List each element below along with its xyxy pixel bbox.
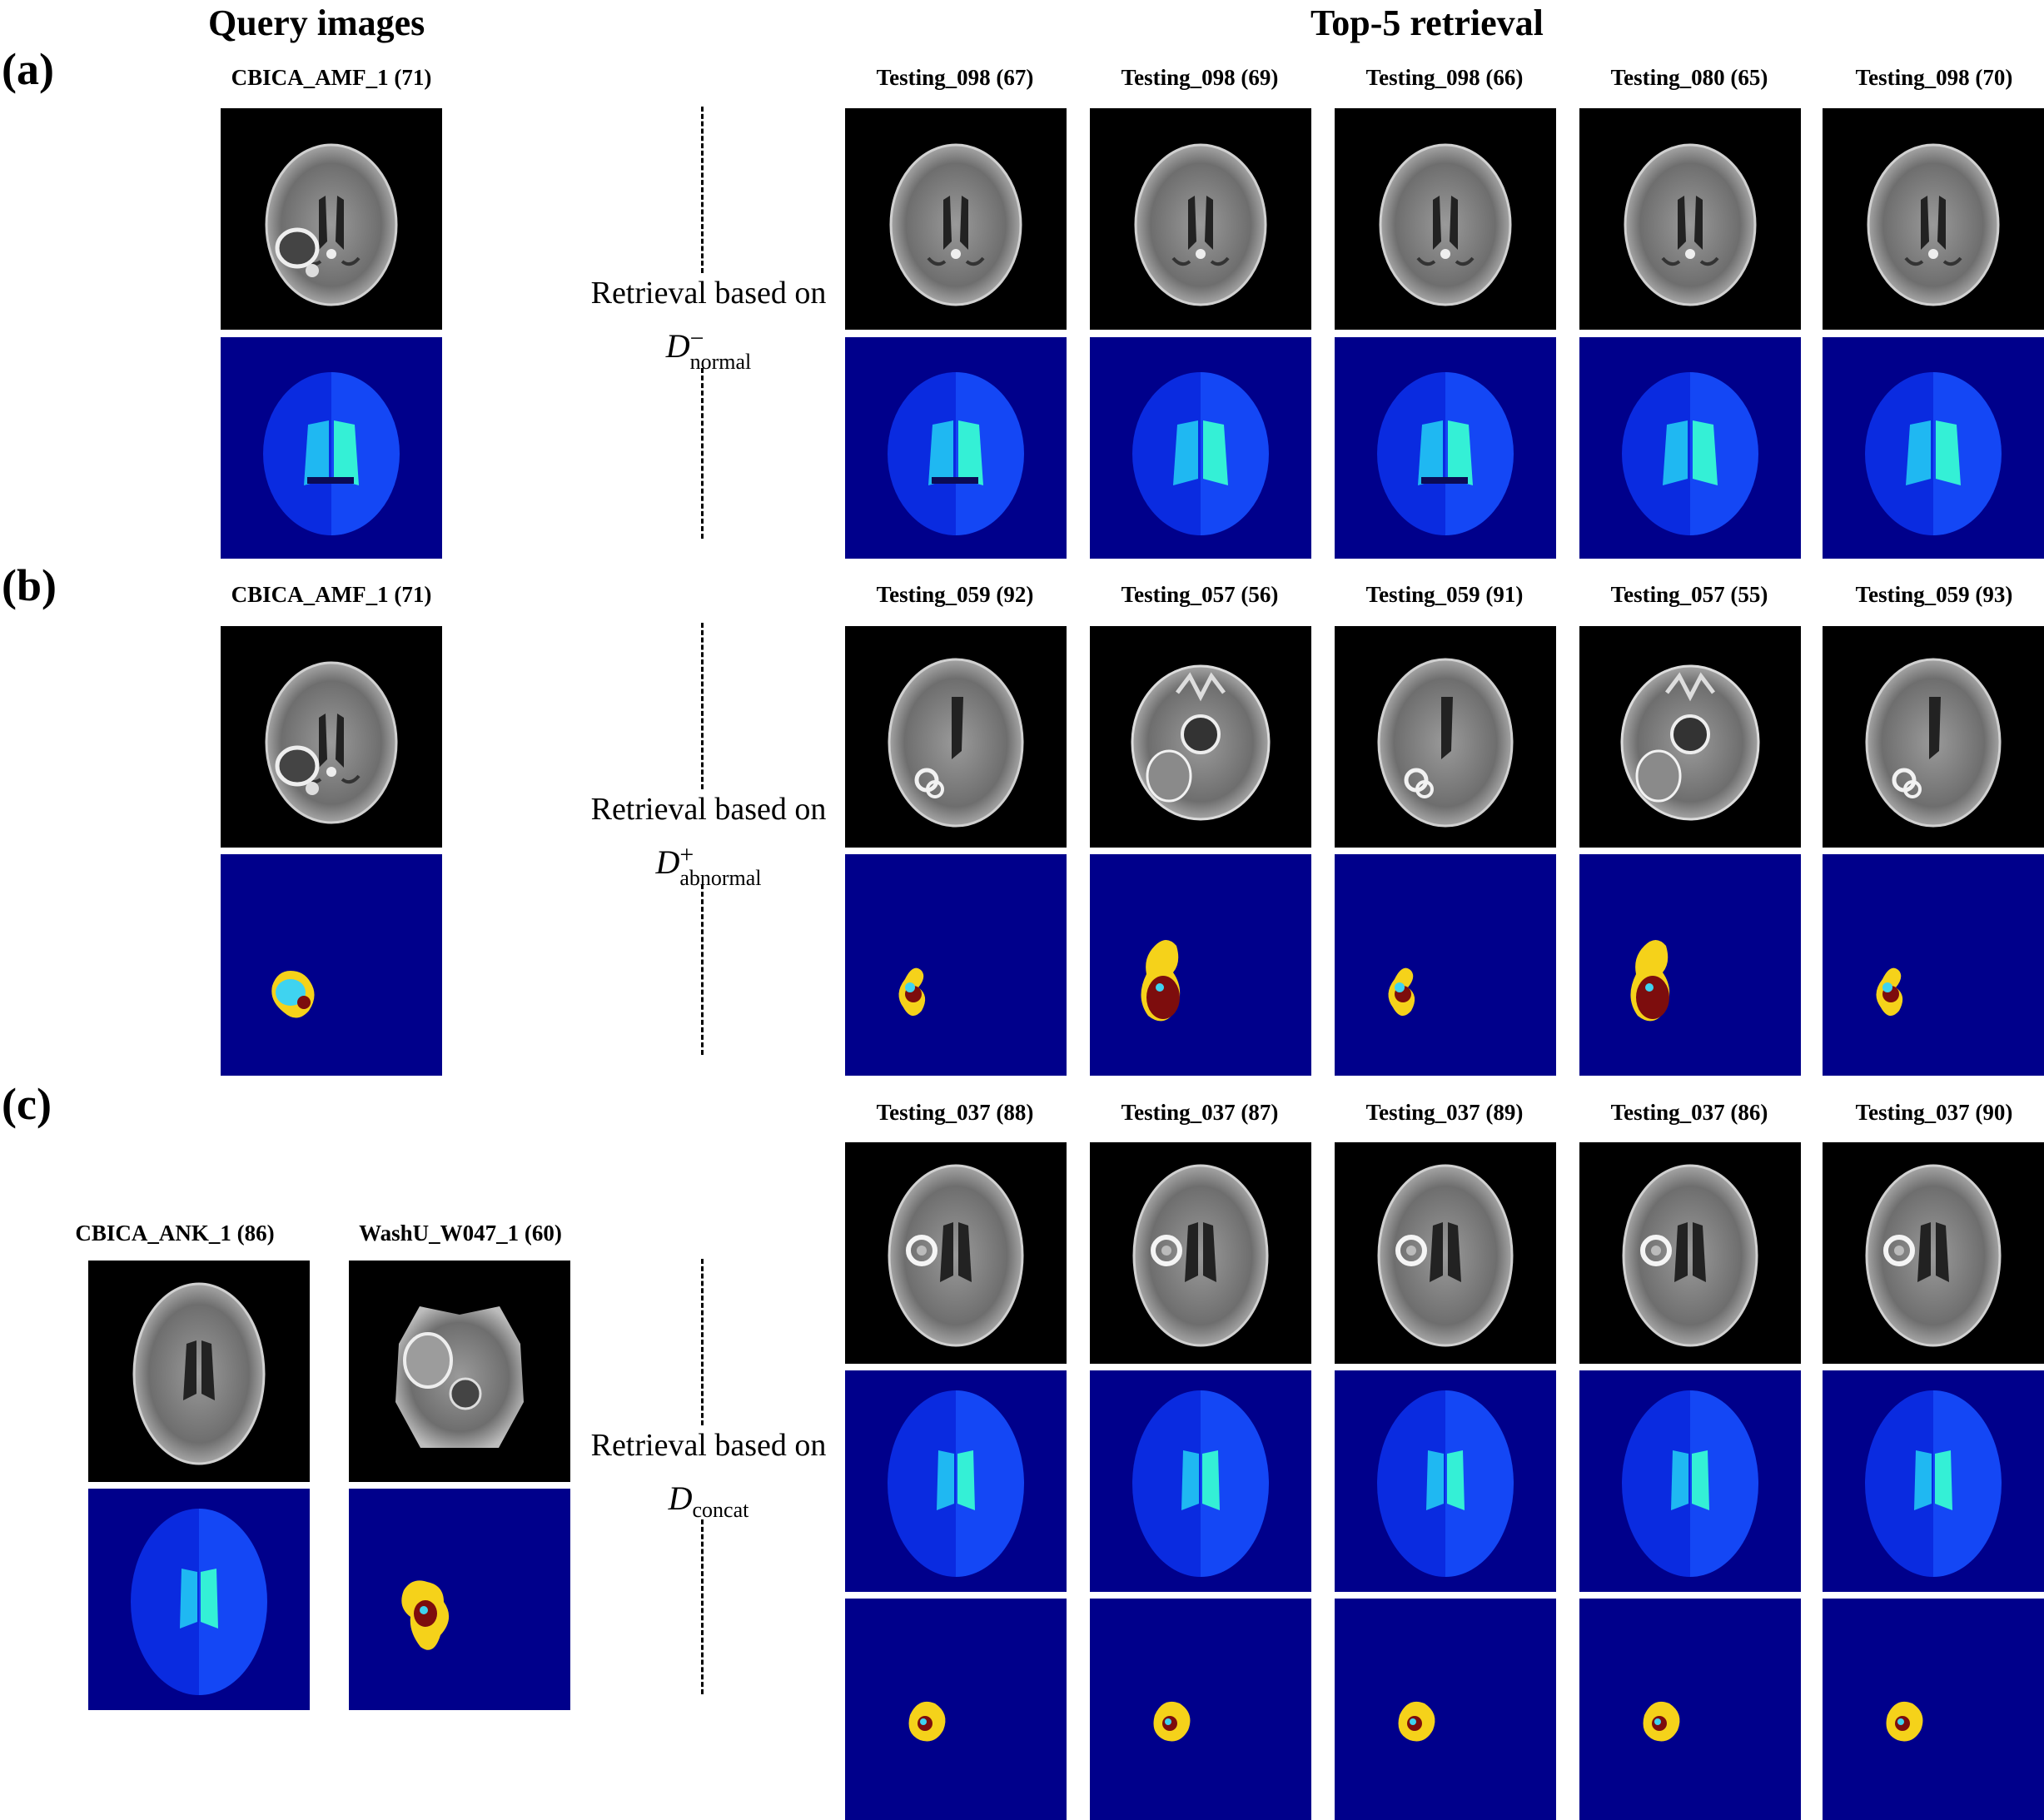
separator-b-top (701, 623, 704, 789)
result-seg-a-1 (845, 337, 1067, 559)
result-caption-a-5: Testing_098 (70) (1855, 65, 2013, 90)
retrieval-label-c: Retrieval based on (590, 1428, 827, 1463)
separator-c-bottom (701, 1519, 704, 1694)
result-seg-b-5 (1823, 854, 2044, 1076)
query-images-heading: Query images (208, 2, 425, 43)
result-mri-b-2 (1090, 626, 1311, 848)
result-caption-b-1: Testing_059 (92) (876, 582, 1034, 607)
separator-a-bottom (701, 368, 704, 539)
result-mri-b-3 (1335, 626, 1556, 848)
result-seg-a-2 (1090, 337, 1311, 559)
descriptor-abnormal: D + abnormal (655, 841, 762, 890)
query-seg-a (221, 337, 442, 559)
separator-c-top (701, 1259, 704, 1425)
query-seg-c1 (88, 1489, 310, 1710)
query-caption-b: CBICA_AMF_1 (71) (231, 582, 432, 607)
result-caption-b-4: Testing_057 (55) (1610, 582, 1768, 607)
result-tumor-c-3 (1335, 1599, 1556, 1820)
result-tumor-c-4 (1579, 1599, 1801, 1820)
result-seg-b-2 (1090, 854, 1311, 1076)
result-caption-c-1: Testing_037 (88) (876, 1100, 1034, 1125)
result-mri-b-5 (1823, 626, 2044, 848)
separator-b-bottom (701, 884, 704, 1055)
result-mri-c-3 (1335, 1142, 1556, 1364)
result-mri-b-4 (1579, 626, 1801, 848)
result-mri-a-4 (1579, 108, 1801, 330)
query-seg-c2 (349, 1489, 570, 1710)
result-mri-a-1 (845, 108, 1067, 330)
result-caption-a-4: Testing_080 (65) (1610, 65, 1768, 90)
query-mri-c1 (88, 1261, 310, 1482)
query-mri-a (221, 108, 442, 330)
query-mri-c2 (349, 1261, 570, 1482)
result-caption-b-3: Testing_059 (91) (1365, 582, 1524, 607)
result-tumor-c-1 (845, 1599, 1067, 1820)
top5-retrieval-heading: Top-5 retrieval (1310, 2, 1544, 43)
panel-label-b: (b) (2, 560, 57, 610)
result-tumor-c-2 (1090, 1599, 1311, 1820)
result-mri-a-5 (1823, 108, 2044, 330)
result-seg-b-4 (1579, 854, 1801, 1076)
query-caption-c2: WashU_W047_1 (60) (359, 1221, 562, 1246)
result-mri-c-2 (1090, 1142, 1311, 1364)
panel-label-a: (a) (2, 44, 54, 94)
result-seg-c-5 (1823, 1370, 2044, 1592)
result-caption-c-2: Testing_037 (87) (1121, 1100, 1279, 1125)
result-tumor-c-5 (1823, 1599, 2044, 1820)
result-seg-a-3 (1335, 337, 1556, 559)
descriptor-normal: D − normal (665, 325, 752, 374)
result-seg-c-2 (1090, 1370, 1311, 1592)
result-caption-b-5: Testing_059 (93) (1855, 582, 2013, 607)
query-caption-c1: CBICA_ANK_1 (86) (75, 1221, 275, 1246)
result-seg-b-1 (845, 854, 1067, 1076)
result-mri-c-4 (1579, 1142, 1801, 1364)
result-caption-a-3: Testing_098 (66) (1365, 65, 1524, 90)
result-mri-a-3 (1335, 108, 1556, 330)
result-seg-a-4 (1579, 337, 1801, 559)
panel-label-c: (c) (2, 1079, 52, 1129)
retrieval-label-a: Retrieval based on (590, 276, 827, 311)
result-seg-c-1 (845, 1370, 1067, 1592)
descriptor-concat: Dconcat (668, 1479, 749, 1522)
result-caption-a-2: Testing_098 (69) (1121, 65, 1279, 90)
result-mri-b-1 (845, 626, 1067, 848)
result-seg-b-3 (1335, 854, 1556, 1076)
result-caption-c-5: Testing_037 (90) (1855, 1100, 2013, 1125)
result-caption-c-3: Testing_037 (89) (1365, 1100, 1524, 1125)
query-mri-b (221, 626, 442, 848)
result-mri-c-5 (1823, 1142, 2044, 1364)
result-seg-c-4 (1579, 1370, 1801, 1592)
result-seg-c-3 (1335, 1370, 1556, 1592)
result-mri-c-1 (845, 1142, 1067, 1364)
retrieval-label-b: Retrieval based on (590, 792, 827, 827)
query-seg-b (221, 854, 442, 1076)
separator-a-top (701, 107, 704, 273)
query-caption-a: CBICA_AMF_1 (71) (231, 65, 432, 90)
result-caption-b-2: Testing_057 (56) (1121, 582, 1279, 607)
result-mri-a-2 (1090, 108, 1311, 330)
result-caption-a-1: Testing_098 (67) (876, 65, 1034, 90)
result-caption-c-4: Testing_037 (86) (1610, 1100, 1768, 1125)
result-seg-a-5 (1823, 337, 2044, 559)
